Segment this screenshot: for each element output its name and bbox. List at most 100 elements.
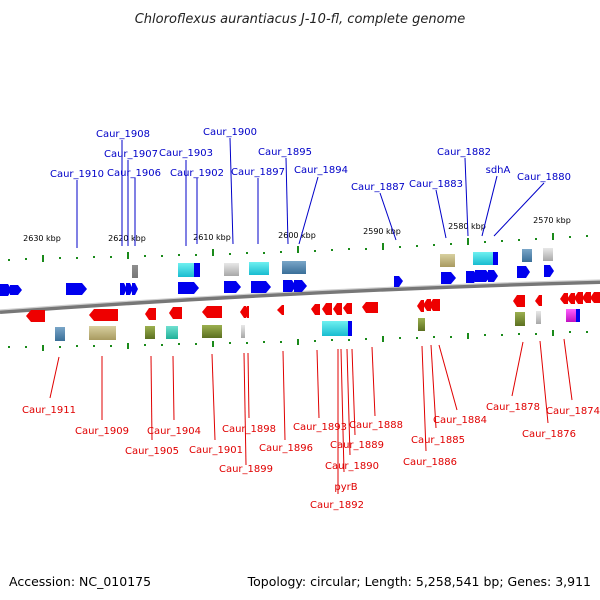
gene-arrow-reverse[interactable]: [322, 303, 332, 315]
accession-text: Accession: NC_010175: [9, 574, 151, 589]
gene-arrow-forward[interactable]: [132, 283, 138, 295]
gene-arrow-reverse[interactable]: [423, 299, 431, 311]
feature-box[interactable]: [543, 248, 553, 261]
feature-box[interactable]: [493, 252, 498, 265]
gene-label-forward[interactable]: Caur_1882: [437, 147, 491, 158]
gene-label-forward[interactable]: Caur_1908: [96, 129, 150, 140]
gene-arrow-forward[interactable]: [120, 283, 127, 295]
gene-arrow-reverse[interactable]: [202, 306, 222, 318]
gene-label-reverse[interactable]: Caur_1899: [219, 464, 273, 475]
gene-arrow-reverse[interactable]: [343, 303, 352, 314]
gene-arrow-reverse[interactable]: [169, 307, 182, 319]
feature-box[interactable]: [576, 309, 580, 322]
gene-label-forward[interactable]: Caur_1894: [294, 165, 348, 176]
feature-box[interactable]: [536, 311, 541, 324]
gene-arrow-forward[interactable]: [178, 282, 199, 294]
gene-arrow-reverse[interactable]: [567, 293, 575, 304]
gene-arrow-forward[interactable]: [0, 284, 12, 296]
feature-box[interactable]: [282, 261, 306, 274]
gene-label-forward[interactable]: Caur_1887: [351, 182, 405, 193]
gene-label-forward[interactable]: Caur_1897: [231, 167, 285, 178]
gene-label-reverse[interactable]: Caur_1878: [486, 402, 540, 413]
gene-label-forward[interactable]: Caur_1880: [517, 172, 571, 183]
gene-label-reverse[interactable]: Caur_1905: [125, 446, 179, 457]
gene-label-reverse[interactable]: Caur_1896: [259, 443, 313, 454]
feature-box[interactable]: [566, 309, 576, 322]
feature-box[interactable]: [440, 254, 455, 267]
feature-box[interactable]: [194, 263, 200, 277]
gene-label-reverse[interactable]: Caur_1884: [433, 415, 487, 426]
gene-label-reverse[interactable]: Caur_1888: [349, 420, 403, 431]
forward-strand-genes: [0, 265, 554, 296]
gene-label-reverse[interactable]: Caur_1874: [546, 406, 600, 417]
gene-arrow-reverse[interactable]: [362, 302, 378, 313]
gene-label-reverse[interactable]: Caur_1909: [75, 426, 129, 437]
gene-label-reverse[interactable]: Caur_1885: [411, 435, 465, 446]
gene-arrow-reverse[interactable]: [26, 310, 45, 322]
gene-label-forward[interactable]: Caur_1910: [50, 169, 104, 180]
feature-box[interactable]: [55, 327, 65, 341]
feature-box[interactable]: [132, 265, 138, 278]
gene-label-reverse[interactable]: Caur_1892: [310, 500, 364, 511]
gene-arrow-reverse[interactable]: [574, 292, 583, 304]
gene-label-reverse[interactable]: Caur_1893: [293, 422, 347, 433]
gene-arrow-forward[interactable]: [441, 272, 456, 284]
gene-label-reverse[interactable]: Caur_1889: [330, 440, 384, 451]
gene-arrow-forward[interactable]: [475, 270, 491, 282]
feature-box[interactable]: [473, 252, 493, 265]
gene-arrow-forward[interactable]: [10, 285, 22, 295]
gene-arrow-forward[interactable]: [517, 266, 530, 278]
gene-label-forward[interactable]: Caur_1907: [104, 149, 158, 160]
gene-label-reverse[interactable]: Caur_1876: [522, 429, 576, 440]
gene-label-reverse[interactable]: Caur_1904: [147, 426, 201, 437]
gene-arrow-reverse[interactable]: [277, 305, 284, 315]
feature-box[interactable]: [145, 326, 155, 339]
gene-arrow-reverse[interactable]: [590, 292, 600, 303]
gene-label-forward[interactable]: Caur_1906: [107, 168, 161, 179]
gene-label-reverse[interactable]: Caur_1901: [189, 445, 243, 456]
gene-arrow-forward[interactable]: [251, 281, 271, 293]
gene-arrow-forward[interactable]: [294, 280, 307, 292]
gene-label-reverse[interactable]: Caur_1886: [403, 457, 457, 468]
gene-arrow-forward[interactable]: [224, 281, 241, 293]
feature-box[interactable]: [418, 318, 425, 331]
gene-label-forward[interactable]: sdhA: [486, 165, 511, 176]
gene-arrow-forward[interactable]: [283, 280, 296, 292]
feature-box[interactable]: [515, 312, 525, 326]
feature-box[interactable]: [322, 321, 348, 336]
feature-box[interactable]: [178, 263, 194, 277]
gene-arrow-reverse[interactable]: [582, 292, 591, 303]
gene-label-reverse[interactable]: Caur_1898: [222, 424, 276, 435]
feature-box[interactable]: [241, 325, 245, 338]
gene-arrow-reverse[interactable]: [535, 295, 542, 306]
gene-arrow-forward[interactable]: [394, 276, 403, 287]
gene-label-forward[interactable]: Caur_1903: [159, 148, 213, 159]
feature-box[interactable]: [249, 262, 269, 275]
gene-arrow-reverse[interactable]: [89, 309, 118, 321]
gene-arrow-reverse[interactable]: [145, 308, 156, 320]
feature-box[interactable]: [522, 249, 532, 262]
gene-label-forward[interactable]: Caur_1902: [170, 168, 224, 179]
feature-box[interactable]: [166, 326, 178, 339]
gene-label-forward[interactable]: Caur_1895: [258, 147, 312, 158]
gene-arrow-forward[interactable]: [488, 270, 498, 282]
gene-arrow-reverse[interactable]: [560, 293, 568, 304]
gene-arrow-reverse[interactable]: [417, 300, 424, 312]
gene-arrow-reverse[interactable]: [243, 306, 249, 318]
feature-box[interactable]: [89, 326, 116, 340]
gene-arrow-reverse[interactable]: [333, 303, 342, 315]
feature-box[interactable]: [348, 321, 352, 336]
gene-label-reverse[interactable]: pyrB: [334, 482, 357, 493]
gene-arrow-reverse[interactable]: [513, 295, 525, 307]
gene-arrow-reverse[interactable]: [311, 304, 320, 315]
gene-arrow-reverse[interactable]: [429, 299, 440, 311]
gene-arrow-forward[interactable]: [66, 283, 87, 295]
gene-label-reverse[interactable]: Caur_1911: [22, 405, 76, 416]
gene-arrow-forward[interactable]: [126, 283, 133, 295]
gene-arrow-forward[interactable]: [544, 265, 554, 277]
gene-label-reverse[interactable]: Caur_1890: [325, 461, 379, 472]
feature-box[interactable]: [202, 325, 222, 338]
gene-label-forward[interactable]: Caur_1883: [409, 179, 463, 190]
gene-label-forward[interactable]: Caur_1900: [203, 127, 257, 138]
feature-box[interactable]: [224, 263, 239, 276]
